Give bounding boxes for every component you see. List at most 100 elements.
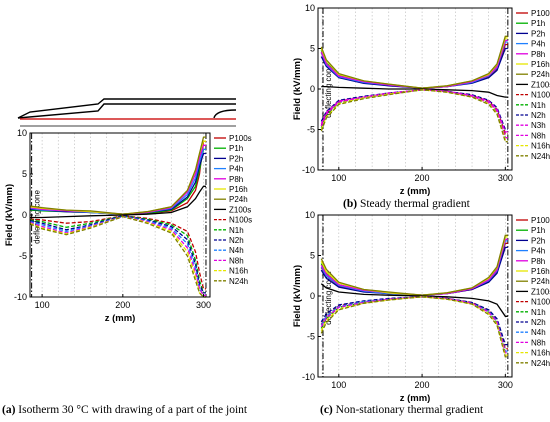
chart-a-legend-label-p8h: P8h: [229, 175, 243, 184]
chart-a-series-p1h: [29, 148, 206, 215]
caption-a-tag: (a): [2, 404, 16, 416]
chart-a-legend-label-n8h: N8h: [229, 256, 244, 265]
chart-c-legend-label-p8h: P8h: [531, 257, 545, 266]
chart-a-ytick-label: 5: [22, 169, 27, 179]
chart-b-plot: deflecting cone -10 -5 0 5 10 100 200 300 z (mm) F…: [292, 3, 550, 196]
chart-a-series-n2h: [29, 215, 206, 294]
chart-a-ytick-label: 0: [22, 210, 27, 220]
chart-c-xtick-label: 300: [498, 380, 513, 390]
chart-a-annotation: deflecting cone: [33, 190, 42, 244]
chart-b-ytick-label: -10: [302, 165, 315, 175]
joint-outline: [17, 98, 237, 127]
chart-b-series-n100s: [320, 89, 508, 135]
chart-b-legend-label-p4h: P4h: [531, 40, 545, 49]
caption-a: (a) Isotherm 30 °C with drawing of a par…: [2, 404, 247, 416]
chart-b-legend-label-n24h: N24h: [531, 152, 550, 161]
chart-c-legend-label-n4h: N4h: [531, 328, 546, 337]
chart-a-xlabel: z (mm): [105, 313, 136, 324]
chart-c-legend-label-p4h: P4h: [531, 247, 545, 256]
chart-c-legend-label-n8h: N8h: [531, 338, 546, 347]
chart-a-series-p8h: [29, 144, 206, 215]
chart-c-ylabel: Field (kV/mm): [292, 265, 303, 327]
chart-b-legend-label-p24h: P24h: [531, 70, 550, 79]
chart-b-xlabel: z (mm): [400, 186, 431, 196]
chart-b-series-n24h: [320, 89, 508, 143]
chart-c-legend-label-n16h: N16h: [531, 349, 550, 358]
chart-a-xtick-label: 200: [115, 300, 130, 310]
chart-a-legend-label-p4h: P4h: [229, 165, 243, 174]
chart-a-legend-label-n2h: N2h: [229, 236, 244, 245]
chart-a-xtick-label: 300: [196, 300, 211, 310]
chart-b-ytick-label: 0: [310, 84, 315, 94]
chart-c-legend-label-p16h: P16h: [531, 267, 550, 276]
chart-a-xtick-label: 100: [35, 300, 50, 310]
chart-c-legend-label-p2h: P2h: [531, 236, 545, 245]
chart-b-ytick-label: 10: [305, 3, 315, 13]
chart-b: deflecting cone -10 -5 0 5 10 100 200 300 z (mm) F…: [292, 3, 550, 196]
chart-b-legend-label-n100s: N100s: [531, 91, 550, 100]
caption-c: (c) Non-stationary thermal gradient: [320, 404, 483, 416]
caption-a-text: Isotherm 30 °C with drawing of a part of…: [18, 404, 248, 416]
chart-c-legend-label-p100s: P100s: [531, 216, 550, 225]
chart-a-ytick-label: -10: [14, 292, 27, 302]
chart-a-legend-label-n100s: N100s: [229, 216, 252, 225]
chart-a-series-n8h: [29, 215, 206, 297]
chart-a-ytick-label: -5: [19, 251, 27, 261]
chart-a-ytick-label: 10: [17, 128, 27, 138]
chart-b-legend-label-n3h: N3h: [531, 121, 546, 130]
caption-b: (b) Steady thermal gradient: [343, 198, 470, 210]
chart-a-plot: deflecting cone -10 -5 0 5 10 100 200 300 z (mm) F…: [4, 128, 252, 324]
chart-a-legend-label-p24h: P24h: [229, 195, 248, 204]
chart-a-legend-label-p1h: P1h: [229, 144, 243, 153]
chart-c-xtick-label: 100: [331, 380, 346, 390]
chart-a-series-n4h: [29, 215, 206, 297]
chart-c-series-p8h: [320, 238, 508, 296]
chart-b-series-p24h: [320, 35, 508, 89]
chart-a-legend-label-n1h: N1h: [229, 226, 244, 235]
caption-c-text: Non-stationary thermal gradient: [335, 404, 484, 416]
chart-c-legend-label-n24h: N24h: [531, 359, 550, 368]
chart-c-series-n8h: [320, 296, 508, 354]
chart-c-legend-label-z100s: Z100s: [531, 287, 550, 296]
chart-b-legend-label-p100s: P100s: [531, 9, 550, 18]
chart-a-series-n1h: [29, 215, 206, 294]
chart-b-ytick-label: 5: [310, 44, 315, 54]
chart-b-ytick-label: -5: [307, 125, 315, 135]
chart-b-legend-label-z100s: Z100s: [531, 80, 550, 89]
caption-b-text: Steady thermal gradient: [359, 198, 470, 210]
chart-a-series-n24h: [29, 215, 206, 298]
chart-b-legend-label-p16h: P16h: [531, 60, 550, 69]
chart-c-ytick-label: 10: [305, 210, 315, 220]
chart-b-xtick-label: 300: [498, 173, 513, 183]
chart-c-legend-label-p1h: P1h: [531, 226, 545, 235]
caption-c-tag: (c): [320, 404, 333, 416]
chart-b-legend-label-n2h: N2h: [531, 111, 546, 120]
chart-a-legend-label-n4h: N4h: [229, 246, 244, 255]
chart-b-xtick-label: 100: [331, 173, 346, 183]
chart-b-legend-label-n8h: N8h: [531, 131, 546, 140]
chart-c-series-n24h: [320, 296, 508, 358]
chart-b-ylabel: Field (kV/mm): [292, 58, 303, 120]
caption-b-tag: (b): [343, 198, 358, 210]
chart-c-ytick-label: 0: [310, 291, 315, 301]
chart-c-ytick-label: 5: [310, 251, 315, 261]
chart-c-ytick-label: -10: [302, 372, 315, 382]
chart-a-series-p2h: [29, 152, 206, 215]
chart-b-series-p100s: [320, 43, 508, 89]
chart-c-legend-label-n100s: N100s: [531, 298, 550, 307]
chart-b-xtick-label: 200: [415, 173, 430, 183]
chart-c-ytick-label: -5: [307, 332, 315, 342]
chart-b-series-z100s: [321, 85, 508, 98]
chart-b-legend-label-p1h: P1h: [531, 19, 545, 28]
chart-b-legend-label-n16h: N16h: [531, 142, 550, 151]
chart-c-legend-label-p24h: P24h: [531, 277, 550, 286]
chart-a: deflecting cone -10 -5 0 5 10 100 200 300 z (mm) F…: [4, 128, 252, 324]
chart-a-legend-label-z100s: Z100s: [229, 205, 251, 214]
chart-a-legend-label-n24h: N24h: [229, 277, 248, 286]
chart-c-annotation: deflecting cone: [324, 271, 333, 325]
chart-c-xtick-label: 200: [415, 380, 430, 390]
chart-b-legend-label-n1h: N1h: [531, 101, 546, 110]
chart-a-legend-label-p16h: P16h: [229, 185, 248, 194]
chart-c-legend-label-n2h: N2h: [531, 318, 546, 327]
chart-a-legend-label-n16h: N16h: [229, 267, 248, 276]
